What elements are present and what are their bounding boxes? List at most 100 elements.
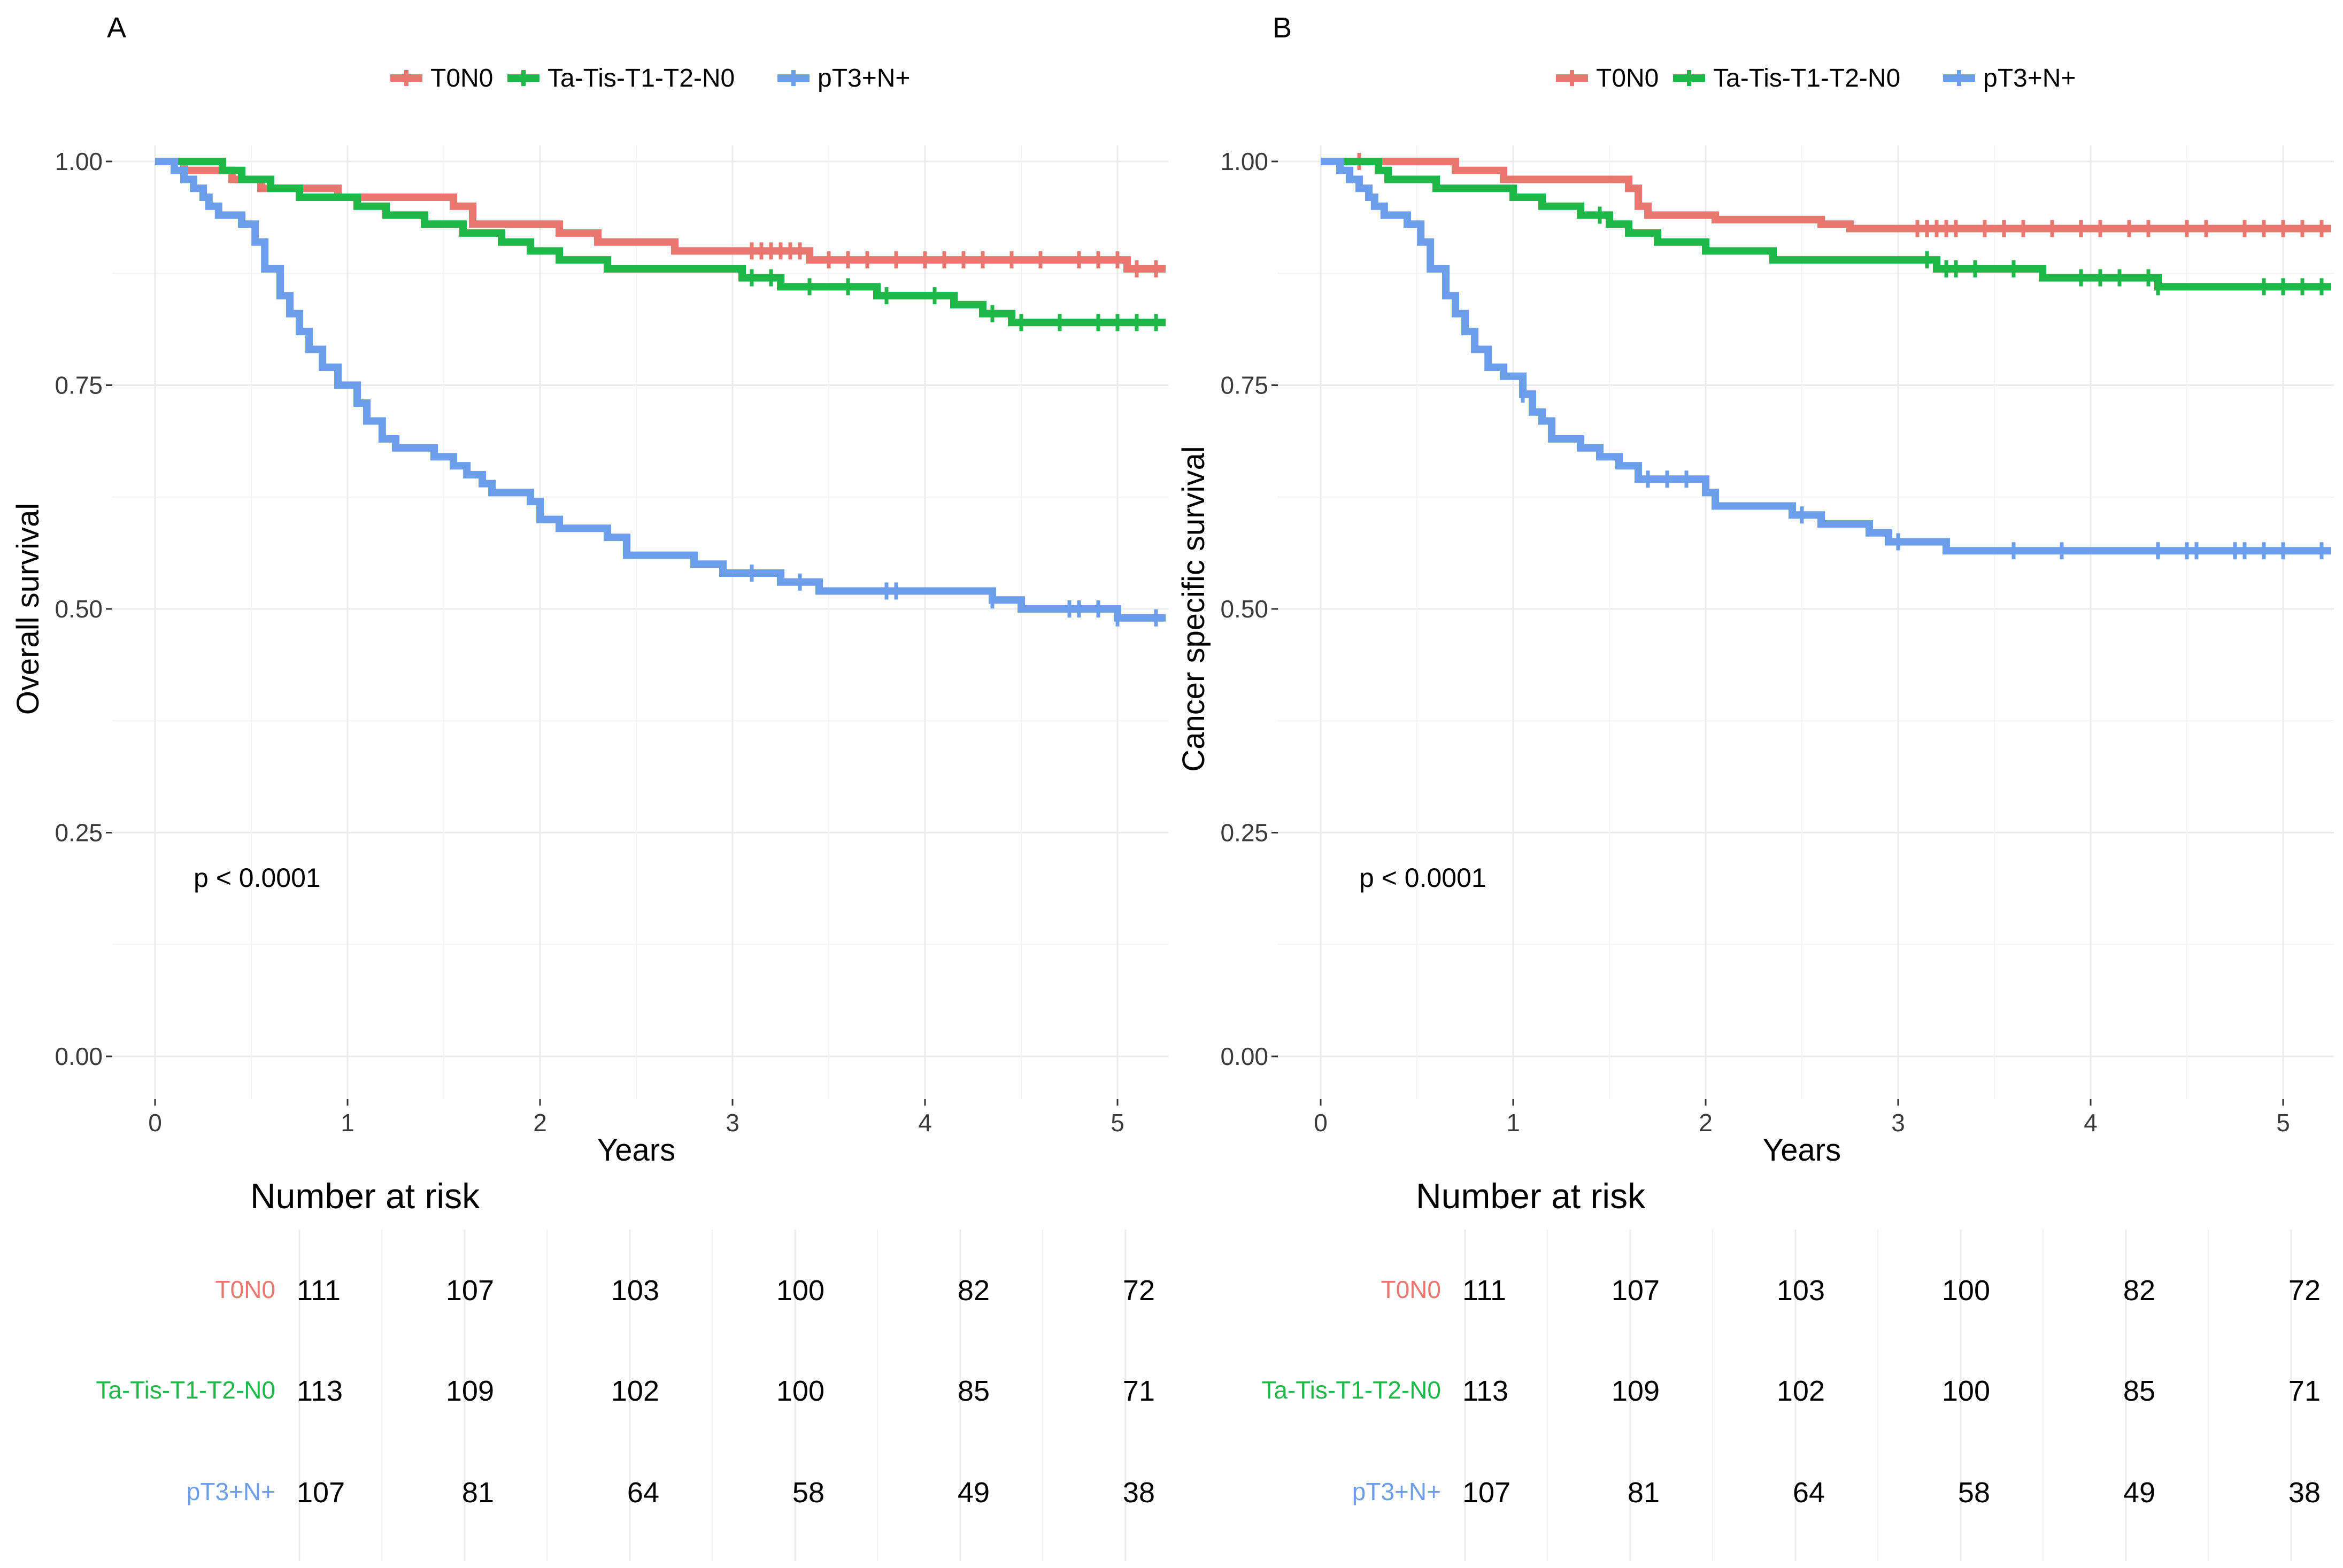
risk-row: Ta-Tis-T1-T2-N0 113 109 102 100 85 71 [96,1375,1155,1407]
y-tick-label: 0.00 [55,1042,103,1070]
y-axis: 0.00 0.25 0.50 0.75 1.00 [1220,148,1278,1070]
panel-label: A [107,12,126,44]
legend-label: T0N0 [430,64,493,92]
risk-count: 85 [958,1375,990,1407]
legend: T0N0 Ta-Tis-T1-T2-N0 pT3+N+ [390,64,910,92]
risk-count: 102 [1777,1375,1825,1407]
risk-count: 100 [776,1375,824,1407]
risk-count: 49 [958,1477,990,1509]
x-tick-label: 0 [148,1109,162,1137]
risk-count: 58 [1958,1477,1990,1509]
legend-item: pT3+N+ [777,64,910,92]
risk-count: 81 [1628,1477,1660,1509]
risk-count: 85 [2123,1375,2155,1407]
risk-row: Ta-Tis-T1-T2-N0 113 109 102 100 85 71 [1261,1375,2321,1407]
grid [112,145,1168,1099]
curves [1321,153,2331,560]
risk-row: T0N0 111 107 103 100 82 72 [215,1275,1155,1307]
risk-count: 102 [611,1375,659,1407]
legend-label: pT3+N+ [1983,64,2076,92]
risk-count: 82 [2123,1275,2155,1307]
risk-count: 58 [792,1477,824,1509]
y-tick-label: 0.25 [55,819,103,847]
risk-count: 100 [776,1275,824,1307]
x-tick-label: 1 [1506,1109,1520,1137]
risk-count: 111 [1462,1275,1506,1307]
legend-label: Ta-Tis-T1-T2-N0 [548,64,735,92]
x-tick-label: 5 [1111,1109,1124,1137]
risk-count: 113 [297,1375,343,1407]
risk-table-title: Number at risk [250,1176,480,1216]
legend-label: Ta-Tis-T1-T2-N0 [1713,64,1900,92]
y-tick-label: 0.00 [1220,1042,1268,1070]
risk-count: 103 [1777,1275,1825,1307]
series-pt3-n- [1321,158,2331,560]
legend-label: pT3+N+ [818,64,910,92]
x-tick-label: 4 [918,1109,932,1137]
series-ta-tis-t1-t2-n0 [155,158,1166,331]
legend-item: Ta-Tis-T1-T2-N0 [1673,64,1900,92]
risk-count: 72 [1123,1275,1155,1307]
survival-curve [1321,158,2331,555]
x-axis: 0 1 2 3 4 5 [1314,1099,2290,1137]
risk-table: Number at risk T0N0 111 107 103 100 82 72 Ta-Tis… [1261,1176,2321,1561]
x-tick-label: 0 [1314,1109,1328,1137]
y-tick-label: 0.75 [1220,372,1268,399]
risk-table: Number at risk T0N0 111 107 103 100 82 72 Ta-Tis… [96,1176,1155,1561]
risk-count: 71 [2288,1375,2321,1407]
x-axis: 0 1 2 3 4 5 [148,1099,1124,1137]
risk-count: 113 [1462,1375,1508,1407]
risk-count: 71 [1123,1375,1155,1407]
risk-row-label: T0N0 [1381,1276,1441,1303]
survival-curve [155,158,1166,327]
risk-count: 109 [446,1375,494,1407]
series-t0n0 [1321,153,2331,237]
legend-item: pT3+N+ [1943,64,2076,92]
risk-table-title: Number at risk [1416,1176,1646,1216]
risk-row-label: pT3+N+ [1352,1478,1441,1505]
panel-a: A 0.00 0.25 0.50 0.75 1.00 0 1 2 3 4 5 Years Overall … [11,12,1168,1561]
legend: T0N0 Ta-Tis-T1-T2-N0 pT3+N+ [1556,64,2076,92]
risk-count: 107 [1612,1275,1660,1307]
grid [1278,145,2334,1099]
risk-count: 103 [611,1275,659,1307]
survival-curve [155,158,1166,273]
panel-b: B 0.00 0.25 0.50 0.75 1.00 0 1 2 3 4 5 Years Cancer s… [1176,12,2334,1561]
x-tick-label: 2 [1699,1109,1713,1137]
risk-row: T0N0 111 107 103 100 82 72 [1381,1275,2321,1307]
panel-label: B [1273,12,1292,44]
curves [155,158,1166,627]
x-axis-title: Years [597,1133,675,1168]
survival-curve [1321,158,2331,233]
risk-count: 64 [627,1477,659,1509]
risk-row-label: Ta-Tis-T1-T2-N0 [1261,1376,1441,1404]
series-ta-tis-t1-t2-n0 [1321,158,2331,296]
x-tick-label: 3 [726,1109,739,1137]
risk-count: 107 [446,1275,494,1307]
risk-count: 72 [2288,1275,2321,1307]
series-t0n0 [155,158,1166,277]
risk-row: pT3+N+ 107 81 64 58 49 38 [187,1477,1155,1509]
y-axis: 0.00 0.25 0.50 0.75 1.00 [55,148,112,1070]
risk-count: 49 [2123,1477,2155,1509]
y-tick-label: 0.50 [1220,595,1268,623]
p-value: p < 0.0001 [1359,863,1486,893]
y-tick-label: 0.50 [55,595,103,623]
risk-count: 111 [297,1275,341,1307]
risk-row: pT3+N+ 107 81 64 58 49 38 [1352,1477,2321,1509]
risk-count: 38 [2288,1477,2321,1509]
risk-count: 107 [1462,1477,1510,1509]
survival-curve [155,158,1166,622]
risk-count: 100 [1942,1375,1990,1407]
risk-count: 109 [1612,1375,1660,1407]
y-axis-title: Overall survival [11,503,45,715]
x-tick-label: 5 [2276,1109,2290,1137]
risk-count: 64 [1793,1477,1825,1509]
legend-label: T0N0 [1596,64,1659,92]
y-axis-title: Cancer specific survival [1176,446,1211,771]
risk-count: 81 [462,1477,494,1509]
y-tick-label: 1.00 [1220,148,1268,175]
y-tick-label: 1.00 [55,148,103,175]
x-tick-label: 1 [341,1109,354,1137]
